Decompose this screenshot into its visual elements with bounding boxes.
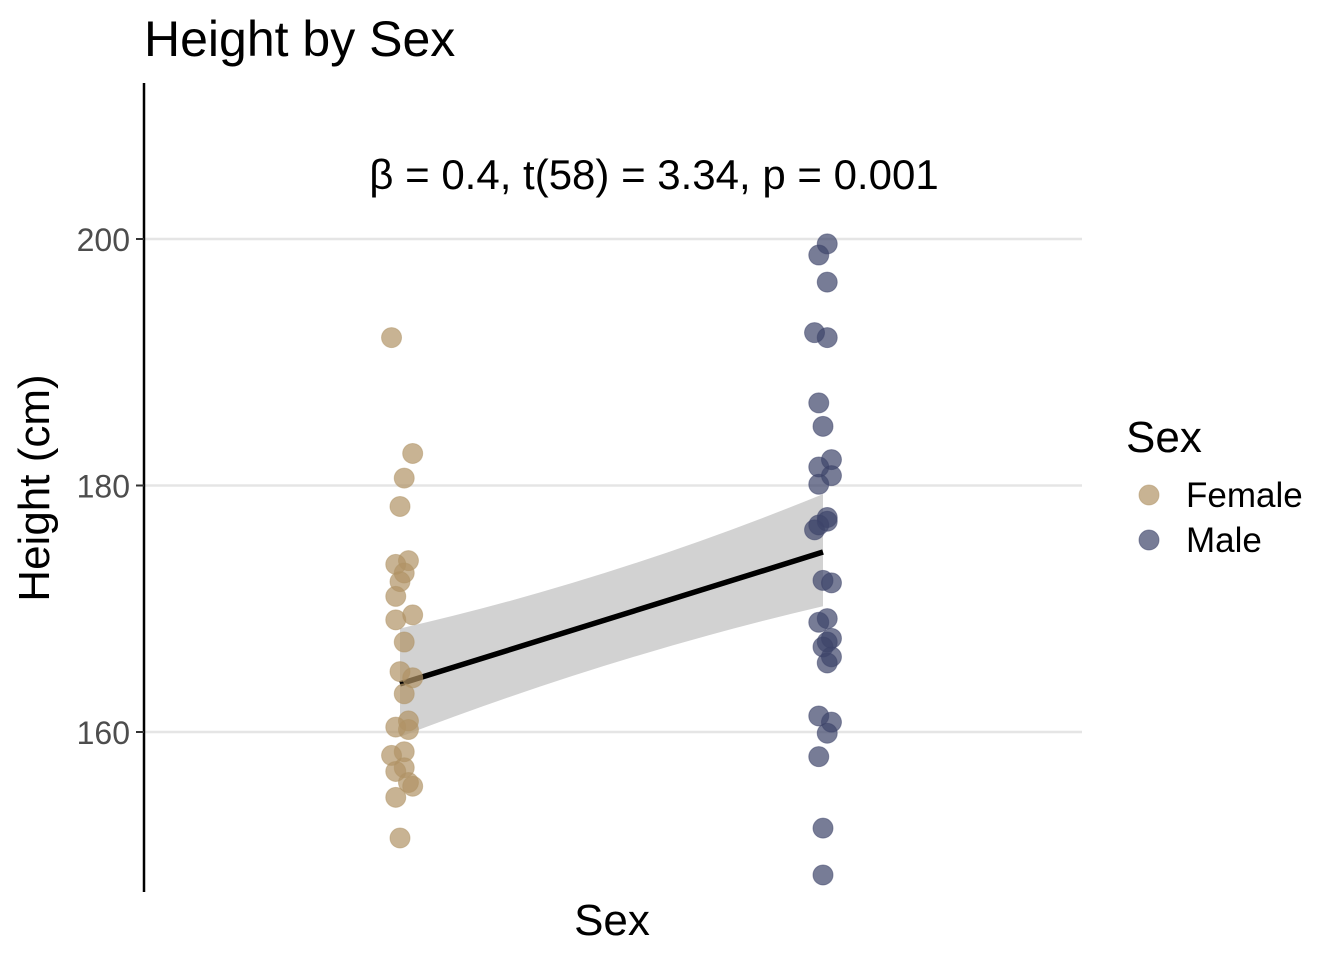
data-point-male	[808, 611, 830, 633]
data-point-female	[389, 827, 411, 849]
data-point-female	[389, 495, 411, 517]
legend-items: Female Male	[1138, 476, 1303, 560]
data-point-female	[385, 786, 407, 808]
data-point-female	[393, 467, 415, 489]
legend-title: Sex	[1126, 413, 1202, 462]
stats-annotation: β = 0.4, t(58) = 3.34, p = 0.001	[369, 151, 938, 198]
data-point-female	[397, 719, 419, 741]
data-point-male	[812, 864, 834, 886]
data-point-female	[385, 585, 407, 607]
regression-line	[399, 549, 824, 687]
chart-title: Height by Sex	[144, 11, 455, 67]
data-point-female	[402, 775, 424, 797]
data-point-male	[816, 327, 838, 349]
data-point-female	[393, 631, 415, 653]
data-point-male	[812, 817, 834, 839]
legend-label-female: Female	[1186, 476, 1303, 515]
data-point-female	[402, 442, 424, 464]
data-point-male	[816, 652, 838, 674]
data-point-male	[808, 473, 830, 495]
data-point-female	[385, 609, 407, 631]
fit-line-layer	[399, 549, 824, 687]
y-axis-title: Height (cm)	[10, 374, 59, 601]
legend-key-female	[1138, 484, 1160, 506]
data-point-male	[816, 722, 838, 744]
data-point-male	[816, 271, 838, 293]
data-point-female	[381, 327, 403, 349]
points-layer	[381, 233, 842, 886]
y-tick-label: 180	[77, 469, 130, 505]
data-point-female	[393, 683, 415, 705]
data-point-male	[808, 244, 830, 266]
legend-label-male: Male	[1186, 521, 1262, 560]
legend-key-male	[1138, 529, 1160, 551]
legend: Sex Female Male	[1126, 413, 1303, 560]
data-point-male	[812, 415, 834, 437]
y-tick-label: 200	[77, 222, 130, 258]
y-tick-label: 160	[77, 715, 130, 751]
data-point-male	[804, 519, 826, 541]
y-tick-layer: 160 180 200	[77, 222, 144, 751]
grid-lines	[144, 237, 1082, 734]
x-axis-title: Sex	[574, 896, 650, 945]
data-point-male	[820, 572, 842, 594]
data-point-male	[808, 392, 830, 414]
data-point-male	[808, 746, 830, 768]
